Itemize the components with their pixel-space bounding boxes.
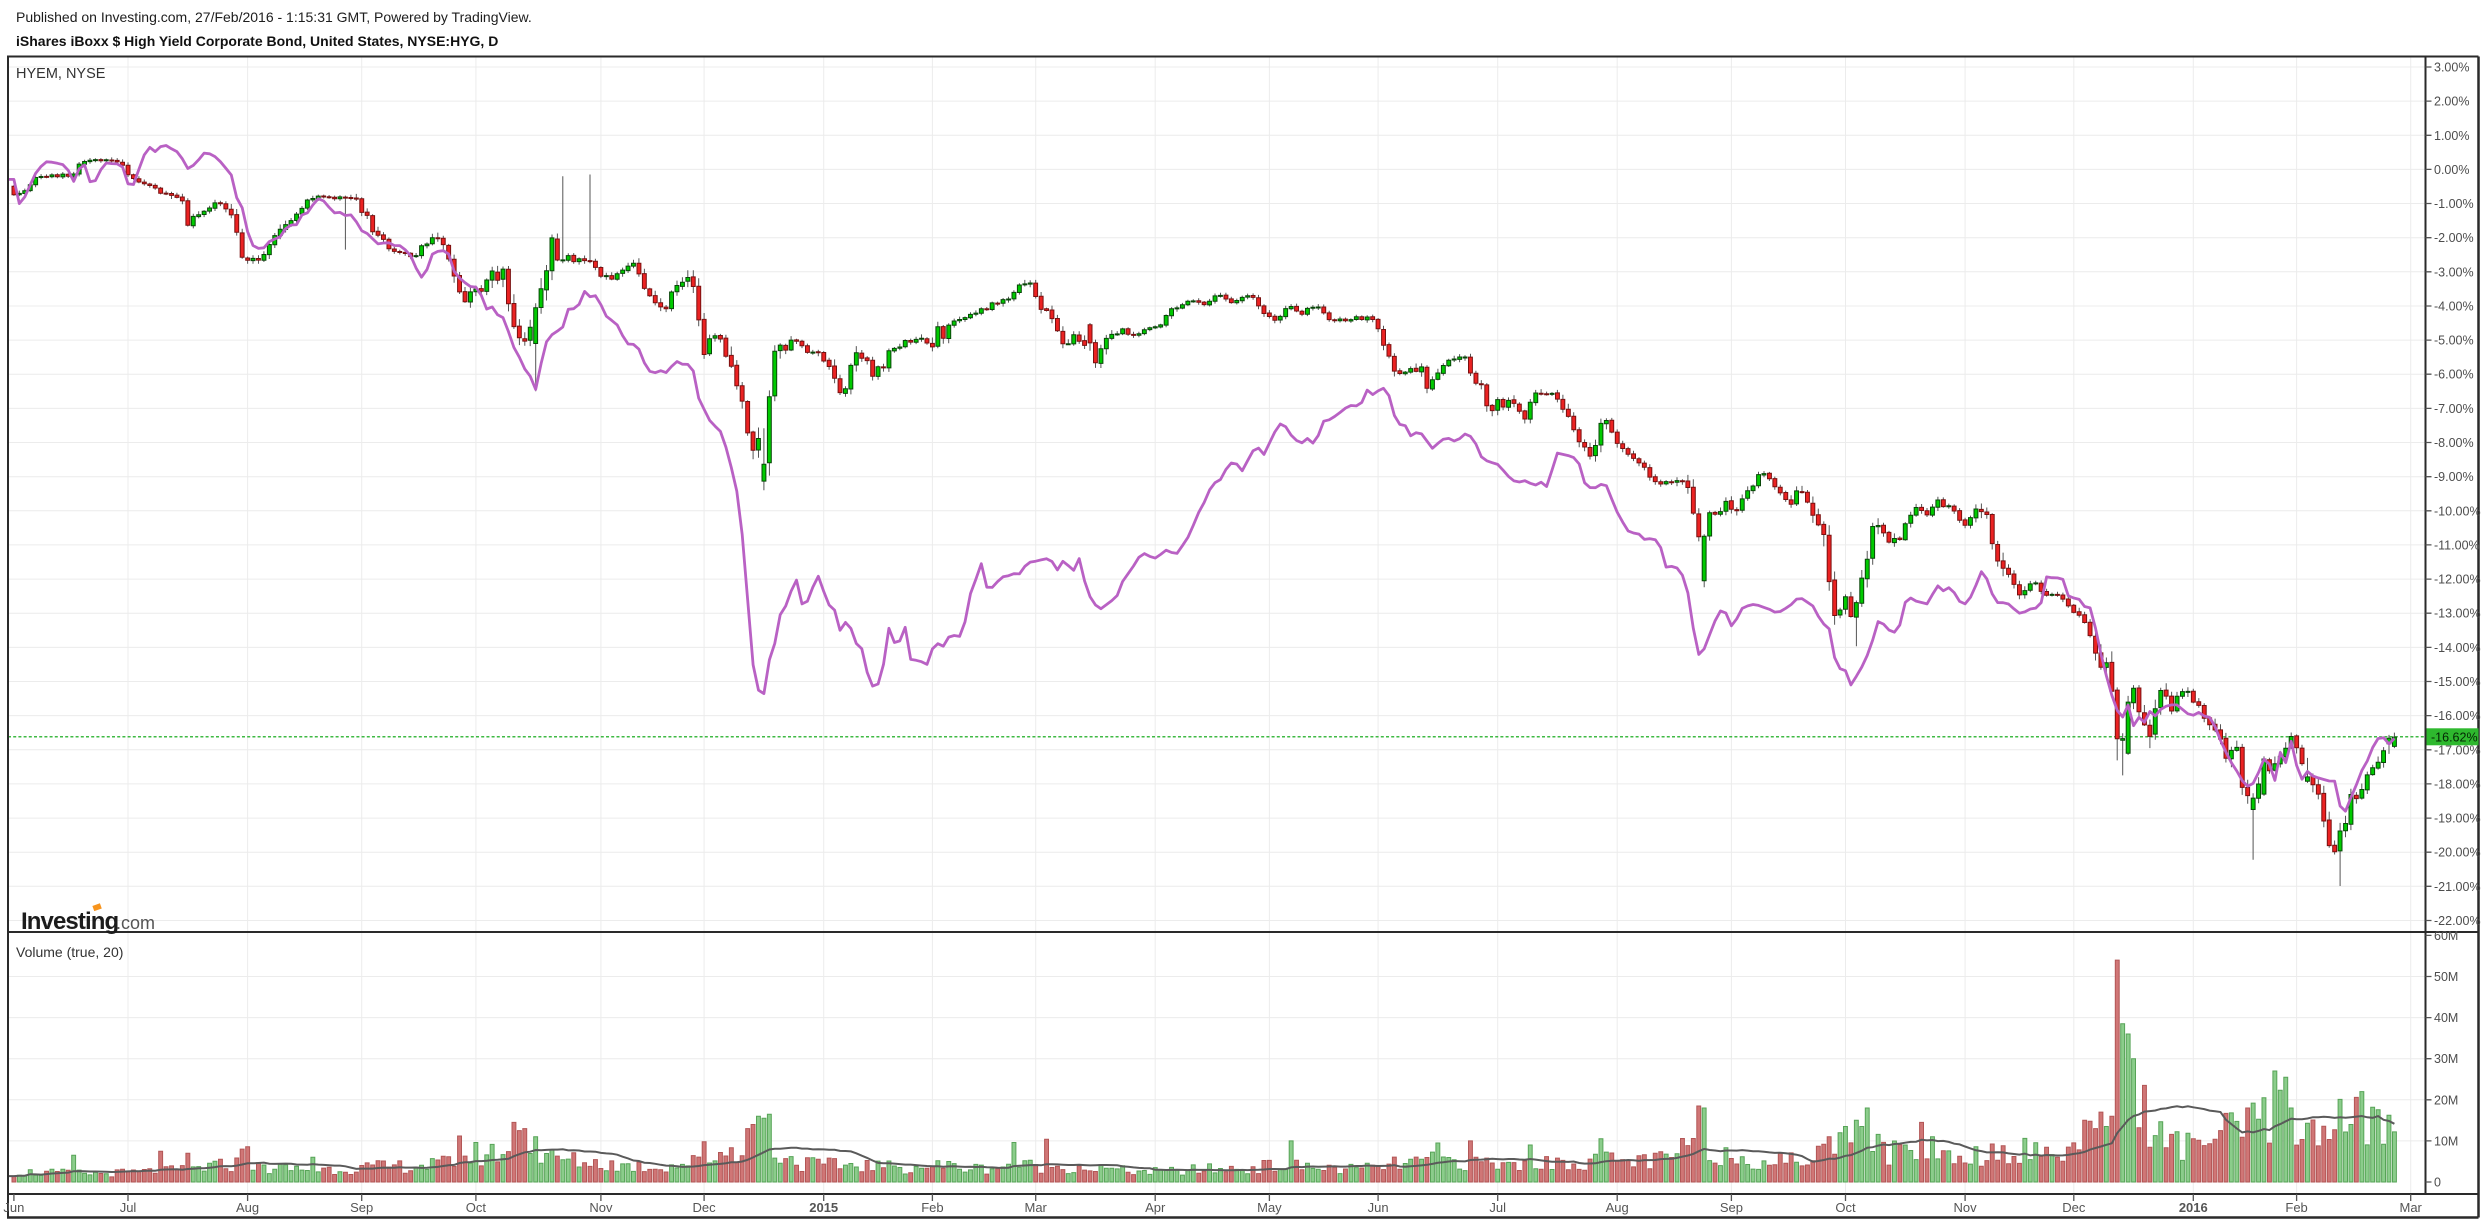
svg-text:-16.62%: -16.62% bbox=[2431, 730, 2478, 744]
svg-text:Sep: Sep bbox=[350, 1200, 373, 1215]
svg-text:Jul: Jul bbox=[1489, 1200, 1506, 1215]
svg-text:.com: .com bbox=[116, 913, 155, 933]
svg-text:Oct: Oct bbox=[1835, 1200, 1856, 1215]
svg-text:2016: 2016 bbox=[2179, 1200, 2208, 1215]
svg-text:-13.00%: -13.00% bbox=[2434, 607, 2481, 621]
svg-text:Mar: Mar bbox=[1025, 1200, 1048, 1215]
svg-text:-19.00%: -19.00% bbox=[2434, 812, 2481, 826]
svg-text:2.00%: 2.00% bbox=[2434, 95, 2469, 109]
svg-text:50M: 50M bbox=[2434, 970, 2458, 984]
svg-text:Sep: Sep bbox=[1720, 1200, 1743, 1215]
svg-text:Dec: Dec bbox=[2062, 1200, 2086, 1215]
svg-text:-2.00%: -2.00% bbox=[2434, 231, 2474, 245]
svg-text:-7.00%: -7.00% bbox=[2434, 402, 2474, 416]
svg-text:-17.00%: -17.00% bbox=[2434, 743, 2481, 757]
svg-text:HYEM, NYSE: HYEM, NYSE bbox=[16, 66, 106, 82]
svg-text:Jun: Jun bbox=[3, 1200, 24, 1215]
svg-text:Feb: Feb bbox=[2285, 1200, 2307, 1215]
svg-text:Jul: Jul bbox=[120, 1200, 137, 1215]
svg-text:-14.00%: -14.00% bbox=[2434, 641, 2481, 655]
svg-text:Jun: Jun bbox=[1368, 1200, 1389, 1215]
svg-text:-22.00%: -22.00% bbox=[2434, 914, 2481, 928]
svg-text:Investing: Investing bbox=[21, 908, 118, 935]
svg-text:-18.00%: -18.00% bbox=[2434, 777, 2481, 791]
svg-text:-3.00%: -3.00% bbox=[2434, 265, 2474, 279]
svg-text:3.00%: 3.00% bbox=[2434, 61, 2469, 75]
svg-text:-4.00%: -4.00% bbox=[2434, 300, 2474, 314]
svg-text:Feb: Feb bbox=[921, 1200, 943, 1215]
svg-text:-15.00%: -15.00% bbox=[2434, 675, 2481, 689]
svg-text:0: 0 bbox=[2434, 1176, 2441, 1190]
svg-text:Aug: Aug bbox=[236, 1200, 259, 1215]
svg-text:Dec: Dec bbox=[693, 1200, 717, 1215]
svg-text:-12.00%: -12.00% bbox=[2434, 573, 2481, 587]
svg-text:May: May bbox=[1257, 1200, 1282, 1215]
svg-text:60M: 60M bbox=[2434, 929, 2458, 943]
svg-text:Oct: Oct bbox=[466, 1200, 487, 1215]
svg-text:Apr: Apr bbox=[1145, 1200, 1166, 1215]
svg-text:Published on Investing.com, 27: Published on Investing.com, 27/Feb/2016 … bbox=[16, 9, 532, 25]
svg-text:Mar: Mar bbox=[2400, 1200, 2423, 1215]
svg-text:-10.00%: -10.00% bbox=[2434, 504, 2481, 518]
svg-text:-16.00%: -16.00% bbox=[2434, 709, 2481, 723]
svg-text:1.00%: 1.00% bbox=[2434, 129, 2469, 143]
svg-text:40M: 40M bbox=[2434, 1011, 2458, 1025]
svg-text:-11.00%: -11.00% bbox=[2434, 538, 2480, 552]
svg-text:2015: 2015 bbox=[809, 1200, 838, 1215]
svg-text:-6.00%: -6.00% bbox=[2434, 368, 2474, 382]
svg-text:10M: 10M bbox=[2434, 1134, 2458, 1148]
svg-text:-20.00%: -20.00% bbox=[2434, 846, 2481, 860]
svg-text:20M: 20M bbox=[2434, 1093, 2458, 1107]
svg-text:-8.00%: -8.00% bbox=[2434, 436, 2474, 450]
svg-text:iShares iBoxx $ High Yield Cor: iShares iBoxx $ High Yield Corporate Bon… bbox=[16, 33, 498, 49]
svg-text:Nov: Nov bbox=[1954, 1200, 1978, 1215]
svg-text:30M: 30M bbox=[2434, 1052, 2458, 1066]
svg-text:Aug: Aug bbox=[1606, 1200, 1629, 1215]
svg-text:Nov: Nov bbox=[589, 1200, 613, 1215]
svg-text:-1.00%: -1.00% bbox=[2434, 197, 2474, 211]
svg-text:-21.00%: -21.00% bbox=[2434, 880, 2481, 894]
svg-text:-5.00%: -5.00% bbox=[2434, 334, 2474, 348]
svg-text:-9.00%: -9.00% bbox=[2434, 470, 2474, 484]
svg-text:Volume (true, 20): Volume (true, 20) bbox=[16, 944, 123, 960]
svg-text:0.00%: 0.00% bbox=[2434, 163, 2469, 177]
